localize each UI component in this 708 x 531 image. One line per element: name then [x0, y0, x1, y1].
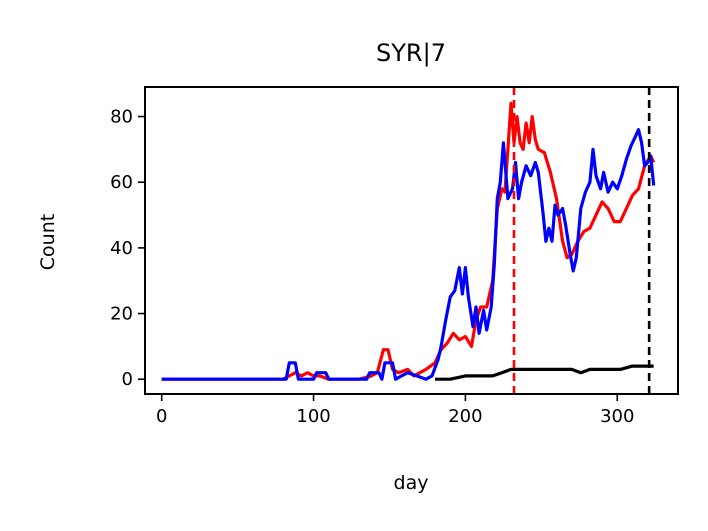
series-line-0	[161, 101, 656, 381]
x-tick-label-0: 0	[156, 406, 167, 427]
x-tick-label-100: 100	[296, 406, 330, 427]
plot-area: 0 100 200 300 0 20 40 60 80	[110, 86, 679, 427]
axes-frame	[144, 86, 679, 395]
y-tick-label-0: 0	[122, 369, 133, 390]
y-tick-label-40: 40	[110, 238, 133, 259]
y-tick-label-60: 60	[110, 172, 133, 193]
y-tick-label-80: 80	[110, 107, 133, 128]
x-tick-label-200: 200	[448, 406, 482, 427]
y-tick-label-20: 20	[110, 304, 133, 325]
x-tick-label-300: 300	[600, 406, 634, 427]
series-line-1	[161, 128, 656, 381]
chart-title: SYR|7	[376, 39, 446, 67]
series-line-2	[435, 364, 654, 381]
y-axis-label: Count	[37, 214, 59, 270]
x-axis-label: day	[394, 472, 429, 494]
